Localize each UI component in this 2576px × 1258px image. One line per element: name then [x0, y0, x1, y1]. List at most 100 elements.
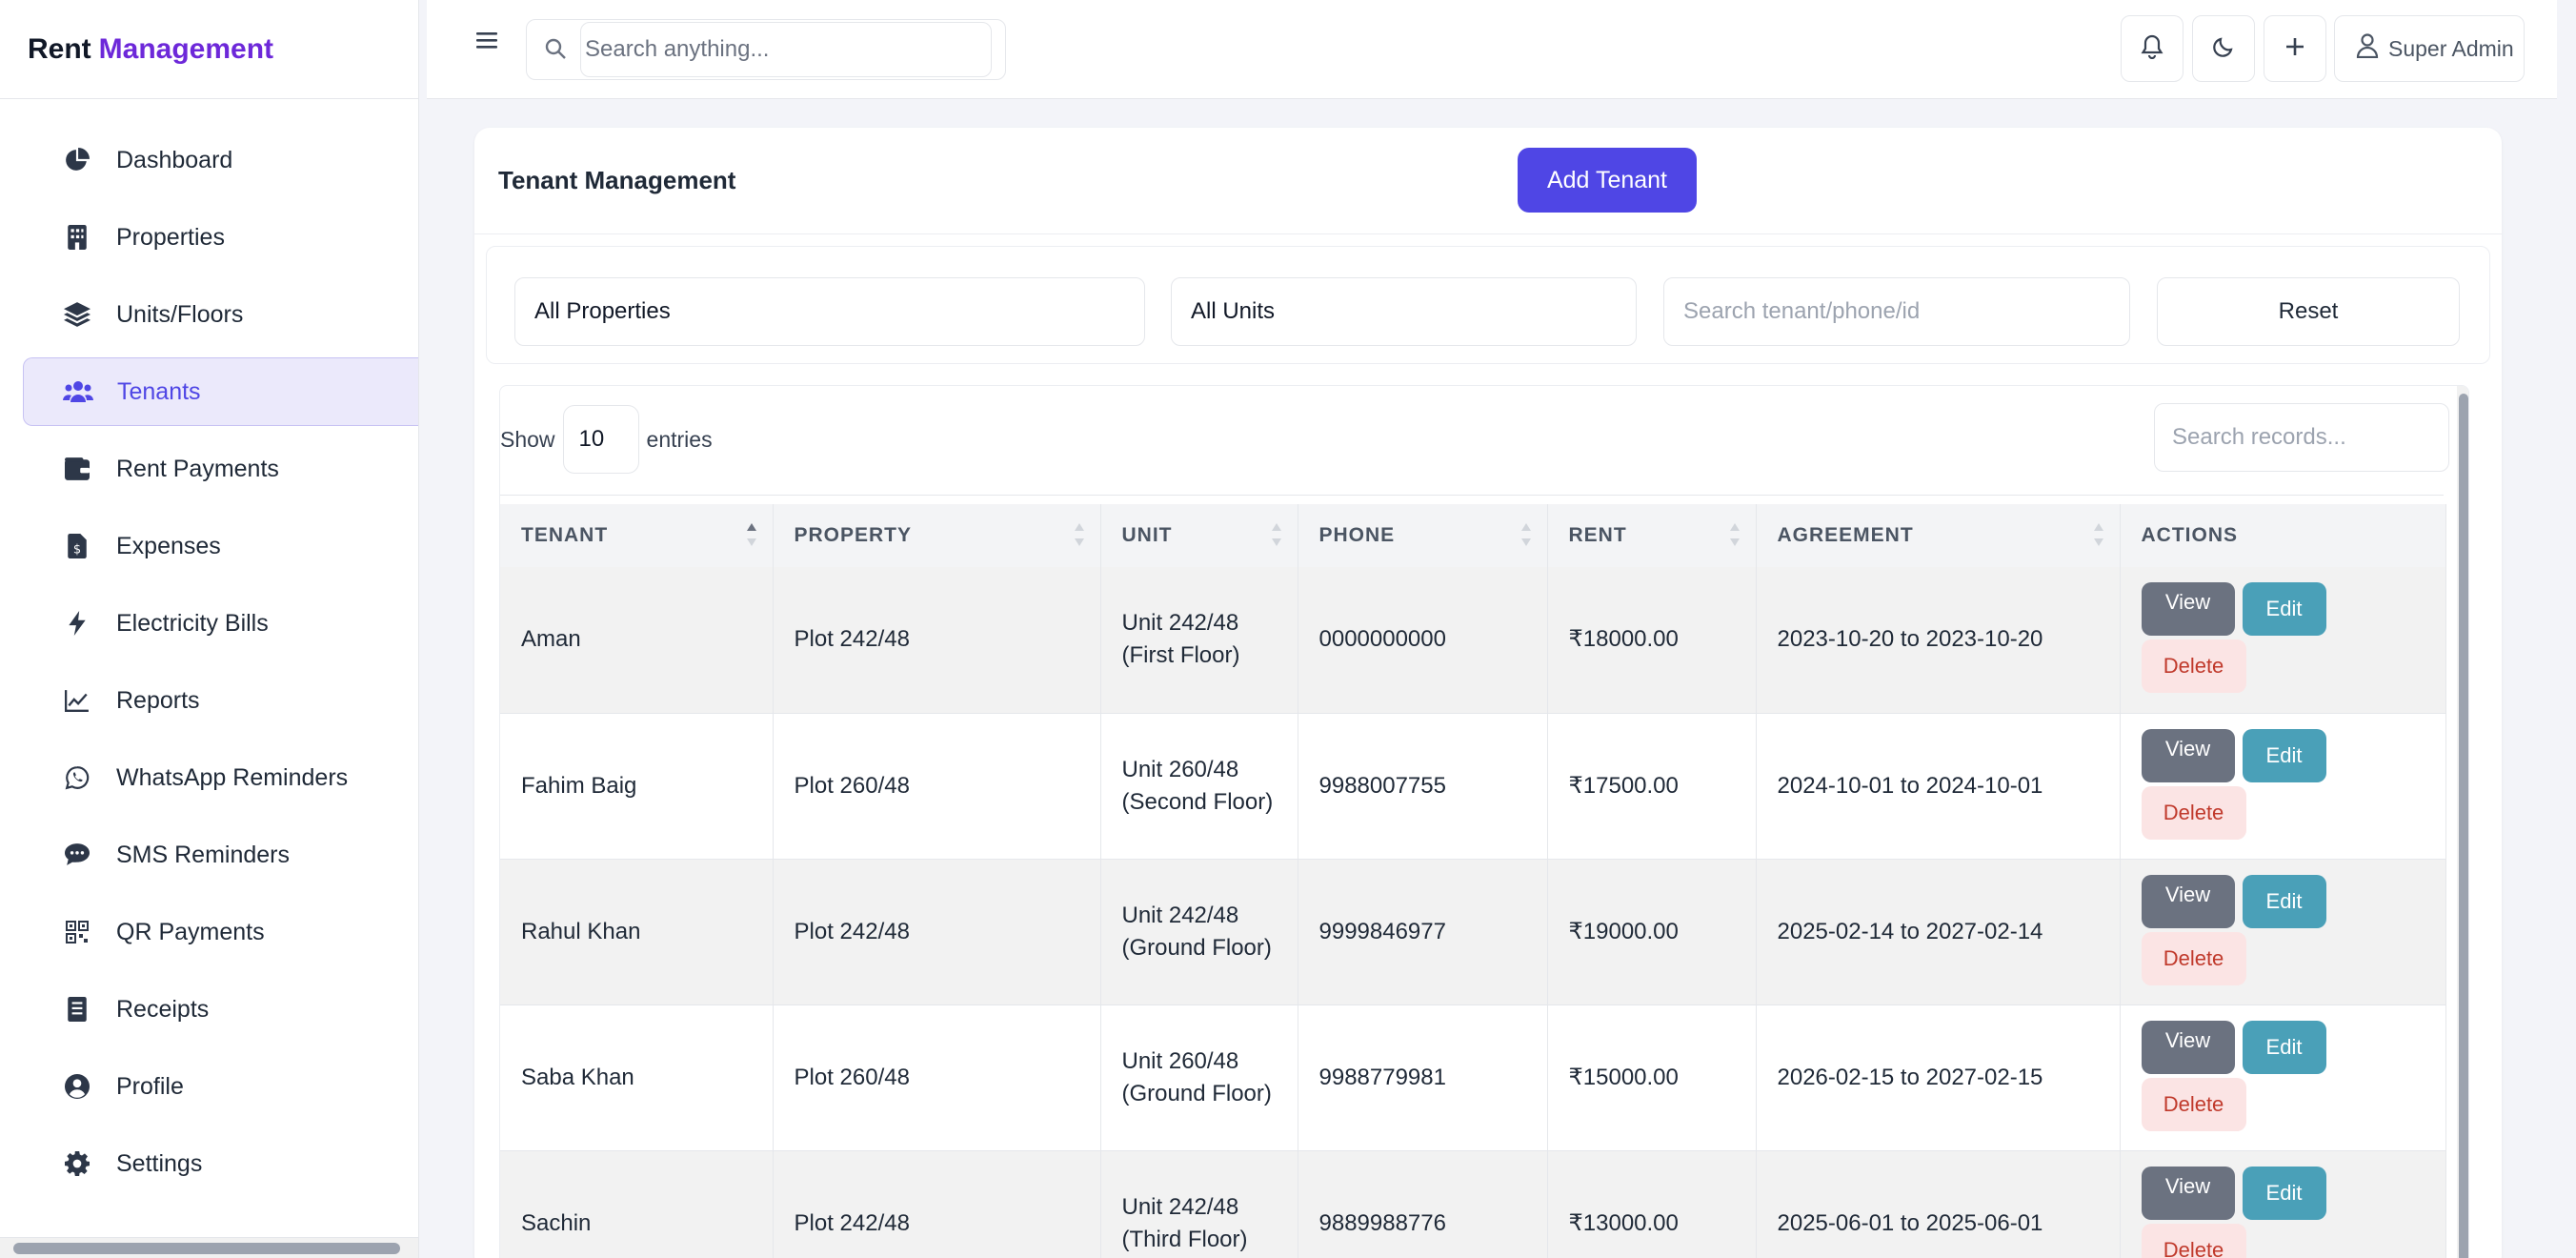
- reset-button[interactable]: Reset: [2157, 277, 2460, 346]
- wallet-icon: [61, 453, 93, 485]
- entries-select[interactable]: 10: [562, 405, 639, 474]
- cell-agreement: 2025-06-01 to 2025-06-01: [1756, 1150, 2121, 1258]
- delete-button[interactable]: Delete: [2141, 785, 2246, 840]
- sidebar-item-label: Reports: [116, 686, 200, 714]
- edit-button[interactable]: Edit: [2242, 728, 2326, 782]
- view-button[interactable]: View: [2141, 874, 2235, 928]
- edit-button[interactable]: Edit: [2242, 1020, 2326, 1074]
- cell-actions: View Edit Delete: [2120, 859, 2446, 1005]
- sidebar-item-label: Units/Floors: [116, 300, 244, 328]
- delete-button[interactable]: Delete: [2141, 1077, 2246, 1131]
- cell-rent: ₹15000.00: [1547, 1004, 1757, 1151]
- user-circle-icon: [61, 1070, 93, 1103]
- column-header-property[interactable]: PROPERTY: [773, 504, 1101, 567]
- qr-icon: [61, 916, 93, 948]
- cell-tenant: Saba Khan: [500, 1004, 774, 1151]
- line-chart-icon: [61, 684, 93, 717]
- cell-agreement: 2023-10-20 to 2023-10-20: [1756, 567, 2121, 714]
- pie-chart-icon: [61, 144, 93, 176]
- sidebar-item-expenses[interactable]: $ Expenses: [23, 512, 418, 580]
- user-name: Super Admin: [2388, 35, 2514, 61]
- table-header-row: TENANT PROPERTY UNIT PHONE RENT AGREEMEN…: [500, 504, 2446, 567]
- sidebar-item-profile[interactable]: Profile: [23, 1052, 418, 1121]
- tenant-search-input[interactable]: Search tenant/phone/id: [1663, 277, 2130, 346]
- hamburger-menu-icon[interactable]: [476, 30, 503, 57]
- scrollbar-thumb[interactable]: [13, 1243, 400, 1254]
- cell-property: Plot 260/48: [773, 713, 1101, 860]
- cell-tenant: Fahim Baig: [500, 713, 774, 860]
- sidebar-item-label: Tenants: [117, 377, 201, 405]
- edit-button[interactable]: Edit: [2242, 1166, 2326, 1220]
- sidebar-item-label: Rent Payments: [116, 455, 279, 482]
- quick-add-button[interactable]: [2264, 15, 2326, 82]
- column-header-rent[interactable]: RENT: [1547, 504, 1757, 567]
- view-button[interactable]: View: [2141, 728, 2235, 782]
- sidebar-item-label: Settings: [116, 1149, 203, 1177]
- sidebar-item-tenants[interactable]: Tenants: [23, 357, 418, 426]
- sidebar-item-reports[interactable]: Reports: [23, 666, 418, 735]
- cell-property: Plot 242/48: [773, 859, 1101, 1005]
- sidebar-item-qr-payments[interactable]: QR Payments: [23, 898, 418, 966]
- records-search-input[interactable]: [2154, 403, 2449, 472]
- view-button[interactable]: View: [2141, 1020, 2235, 1074]
- sidebar-item-rent-payments[interactable]: Rent Payments: [23, 435, 418, 503]
- column-header-phone[interactable]: PHONE: [1298, 504, 1548, 567]
- sidebar-item-whatsapp-reminders[interactable]: WhatsApp Reminders: [23, 743, 418, 812]
- edit-button[interactable]: Edit: [2242, 582, 2326, 636]
- column-header-unit[interactable]: UNIT: [1100, 504, 1298, 567]
- sidebar-item-dashboard[interactable]: Dashboard: [23, 126, 418, 194]
- card-header: Tenant Management Add Tenant: [474, 128, 2502, 234]
- layers-icon: [61, 298, 93, 331]
- entries-length-control: Show 10 entries: [500, 405, 713, 474]
- delete-button[interactable]: Delete: [2141, 931, 2246, 985]
- sort-icon: [1729, 523, 1740, 546]
- cell-property: Plot 242/48: [773, 1150, 1101, 1258]
- global-search-input[interactable]: [580, 22, 992, 77]
- column-header-tenant[interactable]: TENANT: [500, 504, 774, 567]
- table-row: Saba Khan Plot 260/48 Unit 260/48 (Groun…: [500, 1004, 2446, 1151]
- table-row: Aman Plot 242/48 Unit 242/48 (First Floo…: [500, 567, 2446, 714]
- table-vertical-scrollbar[interactable]: [2457, 386, 2468, 1258]
- brand-logo[interactable]: Rent Management: [0, 0, 418, 99]
- property-filter-select[interactable]: All Properties: [514, 277, 1145, 346]
- delete-button[interactable]: Delete: [2141, 1223, 2246, 1258]
- user-menu-button[interactable]: Super Admin: [2334, 15, 2525, 82]
- cell-property: Plot 260/48: [773, 1004, 1101, 1151]
- column-header-agreement[interactable]: AGREEMENT: [1756, 504, 2121, 567]
- unit-filter-select[interactable]: All Units: [1171, 277, 1637, 346]
- add-tenant-button[interactable]: Add Tenant: [1518, 148, 1697, 213]
- scrollbar-thumb[interactable]: [2459, 394, 2468, 1258]
- cell-agreement: 2025-02-14 to 2027-02-14: [1756, 859, 2121, 1005]
- cell-phone: 0000000000: [1298, 567, 1548, 714]
- svg-text:$: $: [73, 543, 81, 558]
- view-button[interactable]: View: [2141, 1166, 2235, 1220]
- cell-rent: ₹13000.00: [1547, 1150, 1757, 1258]
- delete-button[interactable]: Delete: [2141, 639, 2246, 693]
- dark-mode-toggle[interactable]: [2192, 15, 2255, 82]
- cell-tenant: Rahul Khan: [500, 859, 774, 1005]
- sidebar-horizontal-scrollbar[interactable]: [0, 1237, 418, 1258]
- global-search: [526, 19, 1006, 80]
- table-row: Rahul Khan Plot 242/48 Unit 242/48 (Grou…: [500, 859, 2446, 1005]
- table-row: Sachin Plot 242/48 Unit 242/48 (Third Fl…: [500, 1150, 2446, 1258]
- sidebar-item-electricity-bills[interactable]: Electricity Bills: [23, 589, 418, 658]
- sidebar-item-properties[interactable]: Properties: [23, 203, 418, 272]
- sidebar-item-units-floors[interactable]: Units/Floors: [23, 280, 418, 349]
- cell-actions: View Edit Delete: [2120, 1004, 2446, 1151]
- sidebar-item-label: Properties: [116, 223, 225, 251]
- view-button[interactable]: View: [2141, 582, 2235, 636]
- gear-icon: [61, 1147, 93, 1180]
- sidebar-item-label: Profile: [116, 1072, 184, 1100]
- cell-actions: View Edit Delete: [2120, 713, 2446, 860]
- sort-icon: [1271, 523, 1281, 546]
- plus-icon: [2284, 35, 2306, 63]
- edit-button[interactable]: Edit: [2242, 874, 2326, 928]
- sidebar-item-receipts[interactable]: Receipts: [23, 975, 418, 1044]
- sidebar-item-sms-reminders[interactable]: SMS Reminders: [23, 821, 418, 889]
- sidebar-item-label: Expenses: [116, 532, 221, 559]
- tenants-table-container: Show 10 entries TENANT PROPERTY UNIT PHO…: [499, 385, 2469, 1258]
- cell-rent: ₹18000.00: [1547, 567, 1757, 714]
- notifications-button[interactable]: [2121, 15, 2184, 82]
- bell-icon: [2141, 34, 2163, 64]
- sidebar-item-settings[interactable]: Settings: [23, 1129, 418, 1198]
